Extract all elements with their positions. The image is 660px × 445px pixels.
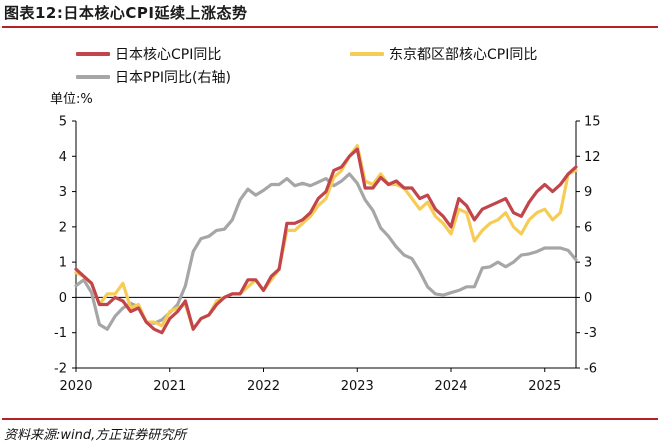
left-y-tick-label: -1 xyxy=(54,326,67,341)
legend-ppi: 日本PPI同比(右轴) xyxy=(76,67,231,87)
right-y-tick-label: 12 xyxy=(584,150,601,165)
right-y-tick-label: -3 xyxy=(584,326,597,341)
left-y-tick-label: -2 xyxy=(54,362,67,377)
left-y-tick-label: 5 xyxy=(59,115,67,130)
right-y-tick-label: 0 xyxy=(584,291,592,306)
series-line-1 xyxy=(74,144,578,331)
right-y-tick-label: 6 xyxy=(584,220,592,235)
right-y-tick-label: 3 xyxy=(584,256,592,271)
legend-core-cpi-label: 日本核心CPI同比 xyxy=(115,47,222,63)
figure-title: 图表12:日本核心CPI延续上涨态势 xyxy=(4,4,248,22)
x-tick-label: 2024 xyxy=(434,379,467,394)
legend-tokyo-cpi-swatch xyxy=(350,52,384,56)
unit-label: 单位:% xyxy=(50,92,93,107)
left-y-tick-label: 1 xyxy=(59,256,67,271)
left-y-tick-label: 2 xyxy=(59,220,67,235)
x-tick-label: 2021 xyxy=(153,379,186,394)
series-line-0 xyxy=(74,147,578,335)
legend-core-cpi: 日本核心CPI同比 xyxy=(76,44,221,64)
x-tick-label: 2022 xyxy=(247,379,280,394)
legend-tokyo-cpi: 东京都区部核心CPI同比 xyxy=(350,44,537,64)
right-y-tick-label: 15 xyxy=(584,115,601,130)
series-line-2 xyxy=(74,172,578,331)
x-tick-label: 2025 xyxy=(528,379,561,394)
legend-tokyo-cpi-label: 东京都区部核心CPI同比 xyxy=(389,47,538,63)
source-note: 资料来源:wind,方正证券研究所 xyxy=(4,428,187,443)
right-y-tick-label: -6 xyxy=(584,362,597,377)
bottom-rule xyxy=(2,418,658,420)
legend-ppi-swatch xyxy=(76,75,110,79)
left-y-tick-label: 4 xyxy=(59,150,67,165)
legend-ppi-label: 日本PPI同比(右轴) xyxy=(115,70,231,86)
legend-core-cpi-swatch xyxy=(76,52,110,56)
left-y-tick-label: 0 xyxy=(59,291,67,306)
left-y-tick-label: 3 xyxy=(59,185,67,200)
x-tick-label: 2020 xyxy=(59,379,92,394)
x-tick-label: 2023 xyxy=(341,379,374,394)
right-y-tick-label: 9 xyxy=(584,185,592,200)
top-rule xyxy=(2,26,658,28)
